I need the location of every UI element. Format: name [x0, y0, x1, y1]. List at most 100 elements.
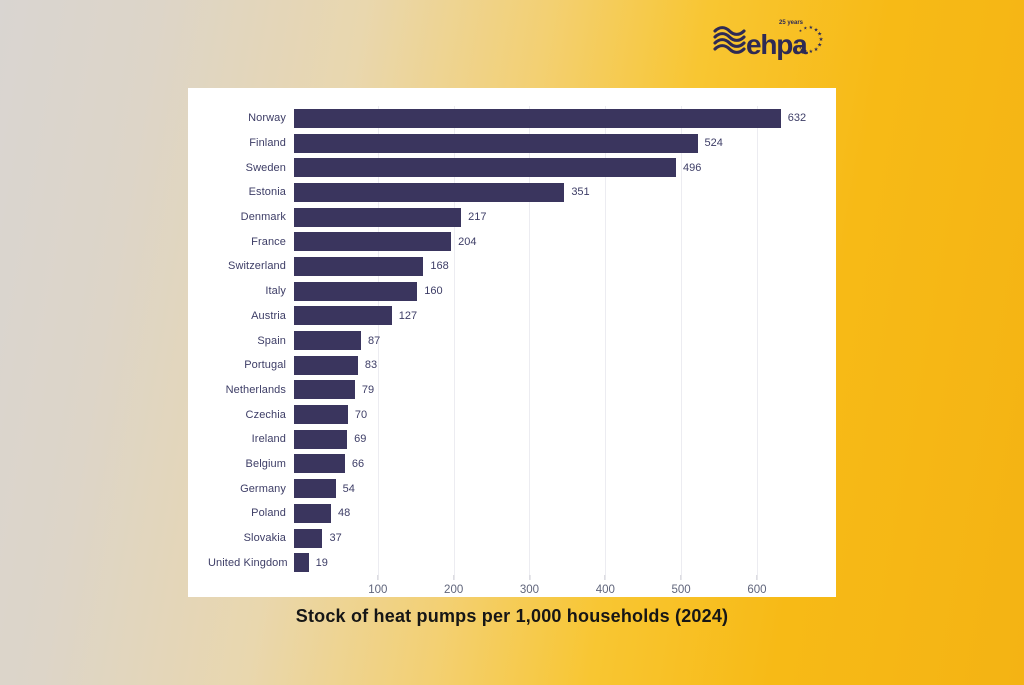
category-label: Belgium	[245, 457, 286, 470]
axis-tick: 400	[596, 575, 615, 596]
value-label: 632	[787, 112, 807, 125]
axis-tick: 500	[672, 575, 691, 596]
bar-sweden	[294, 158, 676, 178]
bar-track: 69	[294, 429, 810, 449]
tagline-text: 25 years	[779, 20, 804, 26]
chart-row: Sweden 496	[208, 155, 810, 180]
bar-netherlands	[294, 380, 355, 400]
bar-track: 87	[294, 331, 810, 351]
star-icon: ★	[809, 49, 814, 55]
tick-mark	[756, 575, 758, 581]
brand-text: ehpa	[746, 29, 808, 60]
bar-czechia	[294, 405, 348, 425]
value-label: 66	[351, 457, 365, 470]
category-label: Germany	[240, 482, 286, 495]
axis-tick: 300	[520, 575, 539, 596]
bar-switzerland	[294, 256, 424, 276]
chart-row: Poland 48	[208, 501, 810, 526]
bar-track: 168	[294, 256, 810, 276]
bar-track: 54	[294, 479, 810, 499]
axis-tick-label: 600	[747, 584, 767, 597]
star-icon: ★	[803, 25, 807, 31]
value-label: 37	[329, 532, 342, 545]
waves-icon	[713, 26, 746, 54]
bar-slovakia	[294, 528, 323, 548]
category-label: Finland	[249, 137, 286, 150]
chart-row: Switzerland 168	[208, 254, 810, 279]
bar-track: 204	[294, 232, 810, 252]
star-icon: ★	[817, 42, 822, 49]
axis-tick: 600	[747, 575, 767, 597]
gridline	[605, 106, 607, 576]
chart-row: Finland 524	[208, 131, 810, 156]
category-label: Estonia	[248, 186, 286, 199]
tick-mark	[453, 575, 455, 581]
bar-ireland	[294, 429, 348, 449]
category-label: Switzerland	[228, 260, 286, 273]
axis-tick-label: 300	[519, 584, 540, 597]
gridline	[756, 106, 758, 576]
bar-germany	[294, 479, 336, 499]
bar-track: 70	[294, 405, 810, 425]
value-label: 496	[682, 161, 702, 174]
star-icon: ★	[803, 48, 807, 54]
chart-row: United Kingdom 19	[208, 550, 810, 575]
value-label: 19	[315, 556, 328, 569]
category-label: Czechia	[245, 408, 286, 421]
chart-row: Italy 160	[208, 279, 810, 304]
bar-spain	[294, 331, 361, 351]
axis-tick: 100	[368, 575, 387, 596]
star-icon: ★	[814, 47, 819, 53]
chart-row: France 204	[208, 229, 810, 254]
chart-row: Belgium 66	[208, 452, 810, 477]
chart-panel: Norway 632 Finland 524 Sweden 496 Estonia 351 De…	[188, 88, 836, 597]
star-circle: ★ ★ ★ ★★★★★★★★	[799, 25, 824, 55]
value-label: 217	[468, 211, 487, 224]
bar-track: 48	[294, 503, 810, 523]
chart-row: Germany 54	[208, 476, 810, 501]
star-icon: ★	[818, 36, 823, 43]
value-label: 204	[458, 235, 477, 248]
bar-track: 19	[294, 553, 810, 573]
bar-united-kingdom	[294, 553, 309, 573]
value-label: 69	[354, 433, 367, 446]
category-label: Austria	[251, 309, 286, 322]
gridline-layer	[302, 106, 810, 576]
category-label: France	[251, 235, 286, 248]
bar-track: 632	[294, 108, 810, 128]
chart-row: Austria 127	[208, 304, 810, 329]
bar-france	[294, 232, 452, 252]
category-label: Poland	[251, 507, 286, 520]
tick-mark	[604, 575, 606, 581]
bar-track: 66	[294, 454, 810, 474]
chart-row: Spain 87	[208, 328, 810, 353]
bar-finland	[294, 133, 698, 153]
tick-mark	[528, 575, 530, 581]
star-icon: ★	[817, 31, 822, 38]
chart-row: Ireland 69	[208, 427, 810, 452]
bar-austria	[294, 306, 392, 326]
bar-track: 79	[294, 380, 810, 400]
value-label: 351	[571, 186, 590, 199]
tick-mark	[680, 575, 682, 581]
bar-chart: Norway 632 Finland 524 Sweden 496 Estonia 351 De…	[208, 106, 810, 576]
category-label: Portugal	[244, 359, 286, 372]
chart-row: Portugal 83	[208, 353, 810, 378]
axis-tick-label: 500	[671, 584, 691, 597]
chart-row: Slovakia 37	[208, 526, 810, 551]
chart-title: Stock of heat pumps per 1,000 households…	[295, 606, 729, 626]
axis-tick-label: 400	[595, 584, 615, 597]
category-label: Spain	[257, 334, 286, 347]
period-dot	[800, 48, 806, 54]
gridline	[377, 106, 379, 576]
category-label: Italy	[265, 285, 286, 298]
category-label: Denmark	[240, 211, 286, 224]
bar-italy	[294, 281, 418, 301]
bar-track: 496	[294, 158, 810, 178]
category-label: Netherlands	[225, 383, 286, 396]
category-label: Norway	[248, 112, 286, 125]
gridline	[529, 106, 531, 576]
tick-mark	[377, 575, 379, 581]
bar-track: 83	[294, 355, 810, 375]
